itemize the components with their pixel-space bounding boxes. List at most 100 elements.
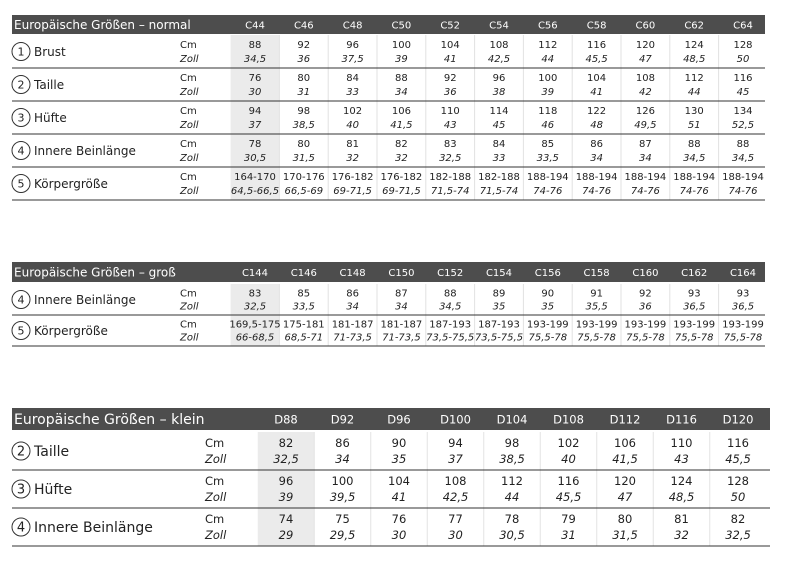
zoll-value: 30 [448,528,463,542]
zoll-value: 34,5 [683,153,705,164]
unit-label: Zoll [179,120,199,131]
zoll-value: 31,5 [293,153,315,164]
cm-value: 80 [297,73,310,84]
zoll-value: 48,5 [683,54,705,65]
cm-value: 96 [493,73,506,84]
zoll-value: 40 [561,452,576,466]
unit-label: Cm [180,319,197,330]
cm-value: 88 [737,139,750,150]
zoll-value: 44 [505,490,520,504]
zoll-value: 32 [674,528,689,542]
unit-label: Zoll [204,490,227,504]
zoll-value: 34,5 [439,301,461,312]
unit-label: Zoll [179,332,199,343]
column-header: D88 [274,413,298,427]
zoll-value: 34 [395,301,408,312]
zoll-value: 36,5 [732,301,754,312]
unit-label: Zoll [204,528,227,542]
unit-label: Zoll [179,54,199,65]
cm-value: 114 [489,106,508,117]
zoll-value: 33,5 [293,301,315,312]
shaded-column [257,432,315,546]
row-label: Körpergröße [34,177,108,191]
zoll-value: 69-71,5 [333,186,372,197]
cm-value: 128 [727,474,749,488]
column-header: D104 [497,413,528,427]
cm-value: 86 [335,436,350,450]
cm-value: 104 [441,40,460,51]
cm-value: 170-176 [283,172,325,183]
cm-value: 188-194 [576,172,618,183]
column-header: C160 [632,268,658,279]
column-header: D96 [387,413,411,427]
row-label: Körpergröße [34,324,108,338]
row-number-circle [11,141,31,160]
zoll-value: 52,5 [732,120,754,131]
cm-value: 81 [674,512,689,526]
zoll-value: 73,5-75,5 [475,332,523,343]
zoll-value: 34,5 [732,153,754,164]
row-number: 2 [18,79,25,92]
zoll-value: 42 [639,87,652,98]
zoll-value: 45,5 [725,452,751,466]
zoll-value: 45,5 [585,54,607,65]
cm-value: 96 [346,40,359,51]
cm-value: 84 [346,73,359,84]
zoll-value: 31 [561,528,576,542]
row-number: 3 [18,112,25,125]
zoll-value: 74-76 [631,186,660,197]
cm-value: 176-182 [332,172,374,183]
cm-value: 90 [541,288,554,299]
column-header: C60 [636,21,656,32]
cm-value: 120 [614,474,636,488]
zoll-value: 46 [541,120,554,131]
cm-value: 82 [395,139,408,150]
cm-value: 120 [636,40,655,51]
zoll-value: 71-73,5 [333,332,372,343]
row-label: Taille [33,78,64,92]
cm-value: 83 [249,288,262,299]
zoll-value: 31,5 [612,528,638,542]
column-header: D112 [610,413,641,427]
row-label: Hüfte [34,482,72,498]
cm-value: 90 [392,436,407,450]
column-header: D100 [440,413,471,427]
zoll-value: 38 [493,87,506,98]
zoll-value: 42,5 [443,490,469,504]
row-label: Innere Beinlänge [34,293,136,307]
zoll-value: 48,5 [669,490,695,504]
row-number-circle [11,108,31,127]
cm-value: 84 [493,139,506,150]
zoll-value: 47 [639,54,652,65]
zoll-value: 75,5-78 [528,332,567,343]
cm-value: 85 [541,139,554,150]
zoll-value: 41,5 [612,452,638,466]
column-header: D108 [553,413,584,427]
cm-value: 94 [249,106,262,117]
zoll-value: 35 [541,301,554,312]
zoll-value: 49,5 [634,120,656,131]
cm-value: 87 [639,139,652,150]
unit-label: Cm [180,73,197,84]
zoll-value: 39,5 [330,490,356,504]
cm-value: 106 [392,106,411,117]
cm-value: 188-194 [527,172,569,183]
cm-value: 78 [249,139,262,150]
cm-value: 74 [279,512,294,526]
zoll-value: 41 [590,87,603,98]
zoll-value: 45,5 [556,490,582,504]
zoll-value: 34,5 [244,54,266,65]
zoll-value: 35,5 [585,301,607,312]
cm-value: 188-194 [673,172,715,183]
row-number: 4 [17,521,25,536]
zoll-value: 74-76 [728,186,757,197]
zoll-value: 35 [493,301,506,312]
cm-value: 128 [733,40,752,51]
cm-value: 193-199 [625,319,667,330]
cm-value: 108 [636,73,655,84]
unit-label: Cm [180,40,197,51]
zoll-value: 33,5 [537,153,559,164]
zoll-value: 32 [346,153,359,164]
column-header: C62 [684,21,704,32]
cm-value: 93 [737,288,750,299]
